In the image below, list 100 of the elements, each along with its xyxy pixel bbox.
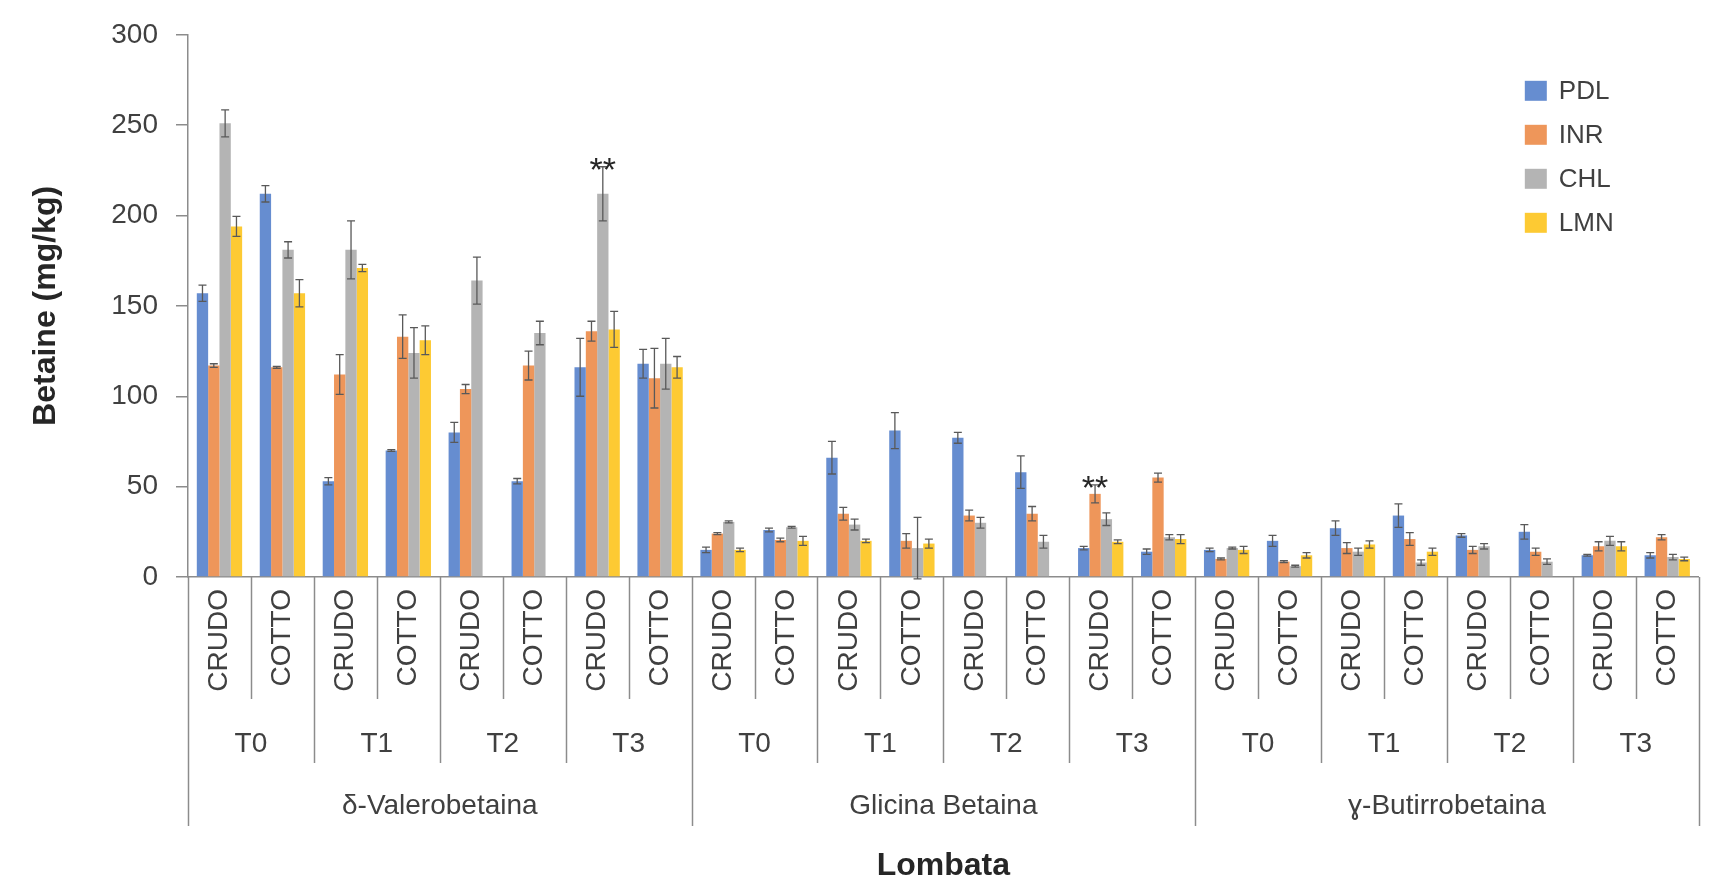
bar — [448, 432, 460, 577]
legend-label: LMN — [1558, 206, 1614, 237]
bar — [648, 378, 661, 577]
bar — [1278, 561, 1290, 577]
bar — [826, 457, 838, 577]
bar — [1078, 548, 1090, 577]
text: T0 — [1241, 726, 1275, 758]
bar — [774, 539, 786, 577]
bar — [848, 524, 861, 577]
bar — [700, 549, 712, 577]
bar — [396, 336, 409, 577]
x-tick-label: CRUDO — [705, 589, 737, 692]
text: ɣ-Butirrobetaina — [1348, 788, 1547, 820]
bar — [522, 365, 535, 577]
x-tick-label: COTTO — [391, 589, 423, 687]
y-axis-title: Betaine (mg/kg) — [26, 185, 63, 426]
bar — [1174, 539, 1187, 577]
bar — [1300, 555, 1313, 577]
y-tick-label: 200 — [111, 198, 158, 230]
bar — [797, 540, 809, 577]
y-tick-label: 250 — [111, 107, 158, 139]
bar — [1363, 544, 1376, 577]
bar — [1215, 558, 1227, 577]
bar — [1467, 549, 1479, 577]
bar — [1478, 546, 1490, 577]
bar — [1404, 539, 1416, 577]
x-tick-label: COTTO — [1524, 589, 1556, 687]
bar — [385, 450, 397, 577]
bar — [219, 123, 231, 577]
data-label: ** — [1081, 467, 1109, 506]
bar — [1644, 555, 1656, 577]
data-label: ** — [589, 149, 617, 188]
x-tick-label: CRUDO — [1209, 589, 1241, 692]
bar — [711, 533, 724, 577]
bar — [923, 543, 935, 577]
x-tick-label: COTTO — [265, 589, 297, 687]
y-tick-label: 50 — [126, 469, 158, 501]
bar — [585, 331, 598, 577]
bar — [1015, 472, 1027, 577]
text: δ-Valerobetaina — [341, 788, 539, 820]
x-tick-label: CRUDO — [1461, 589, 1493, 692]
bar — [1037, 541, 1050, 577]
bar — [1678, 558, 1690, 577]
bar — [574, 367, 586, 577]
bar — [952, 437, 964, 577]
text: T3 — [1619, 726, 1653, 758]
bar — [1530, 551, 1542, 577]
text: T3 — [612, 726, 645, 758]
bar — [419, 340, 431, 577]
legend-label: CHL — [1558, 162, 1611, 193]
bar — [637, 363, 649, 577]
bar — [230, 226, 243, 577]
bar — [963, 515, 975, 577]
bar — [1089, 493, 1101, 577]
bar — [1615, 546, 1627, 577]
x-tick-label: CRUDO — [579, 589, 611, 692]
bar — [608, 329, 620, 577]
bar — [1237, 549, 1250, 577]
text: T1 — [360, 726, 394, 758]
x-tick-label: COTTO — [894, 589, 926, 687]
bar — [345, 249, 357, 577]
bar — [1100, 519, 1113, 577]
x-tick-label: CRUDO — [1587, 589, 1619, 692]
bar — [356, 267, 369, 577]
bar — [1592, 546, 1605, 577]
x-tick-label: COTTO — [1146, 589, 1178, 687]
bar — [1667, 557, 1679, 577]
text: T2 — [486, 726, 520, 758]
bar — [1518, 531, 1531, 577]
bar — [1415, 562, 1427, 577]
bar — [1352, 551, 1364, 577]
bar — [1655, 537, 1668, 577]
text: T2 — [989, 726, 1023, 758]
bar — [1226, 548, 1238, 577]
x-tick-label: COTTO — [1020, 589, 1052, 687]
bar — [900, 540, 912, 577]
bar — [660, 363, 672, 577]
x-tick-label: CRUDO — [1083, 589, 1115, 692]
bar — [1581, 555, 1593, 577]
bar — [259, 193, 272, 577]
bar — [1026, 513, 1038, 577]
text: T0 — [738, 726, 771, 758]
bar — [1152, 477, 1164, 577]
y-tick-label: 0 — [142, 559, 158, 591]
x-tick-label: COTTO — [1398, 589, 1430, 687]
bar — [334, 374, 346, 577]
text: T1 — [864, 726, 897, 758]
x-tick-label: CRUDO — [1335, 589, 1367, 692]
text: T1 — [1367, 726, 1401, 758]
y-tick-label: 300 — [111, 17, 158, 49]
bar — [282, 249, 294, 577]
text: T3 — [1115, 726, 1149, 758]
bar — [1426, 551, 1439, 577]
bar — [1266, 540, 1279, 577]
x-tick-label: COTTO — [516, 589, 548, 687]
legend-label: INR — [1558, 118, 1604, 149]
bar — [471, 280, 483, 577]
bar — [1329, 528, 1342, 577]
bar — [322, 481, 335, 577]
y-tick-label: 100 — [111, 378, 158, 410]
